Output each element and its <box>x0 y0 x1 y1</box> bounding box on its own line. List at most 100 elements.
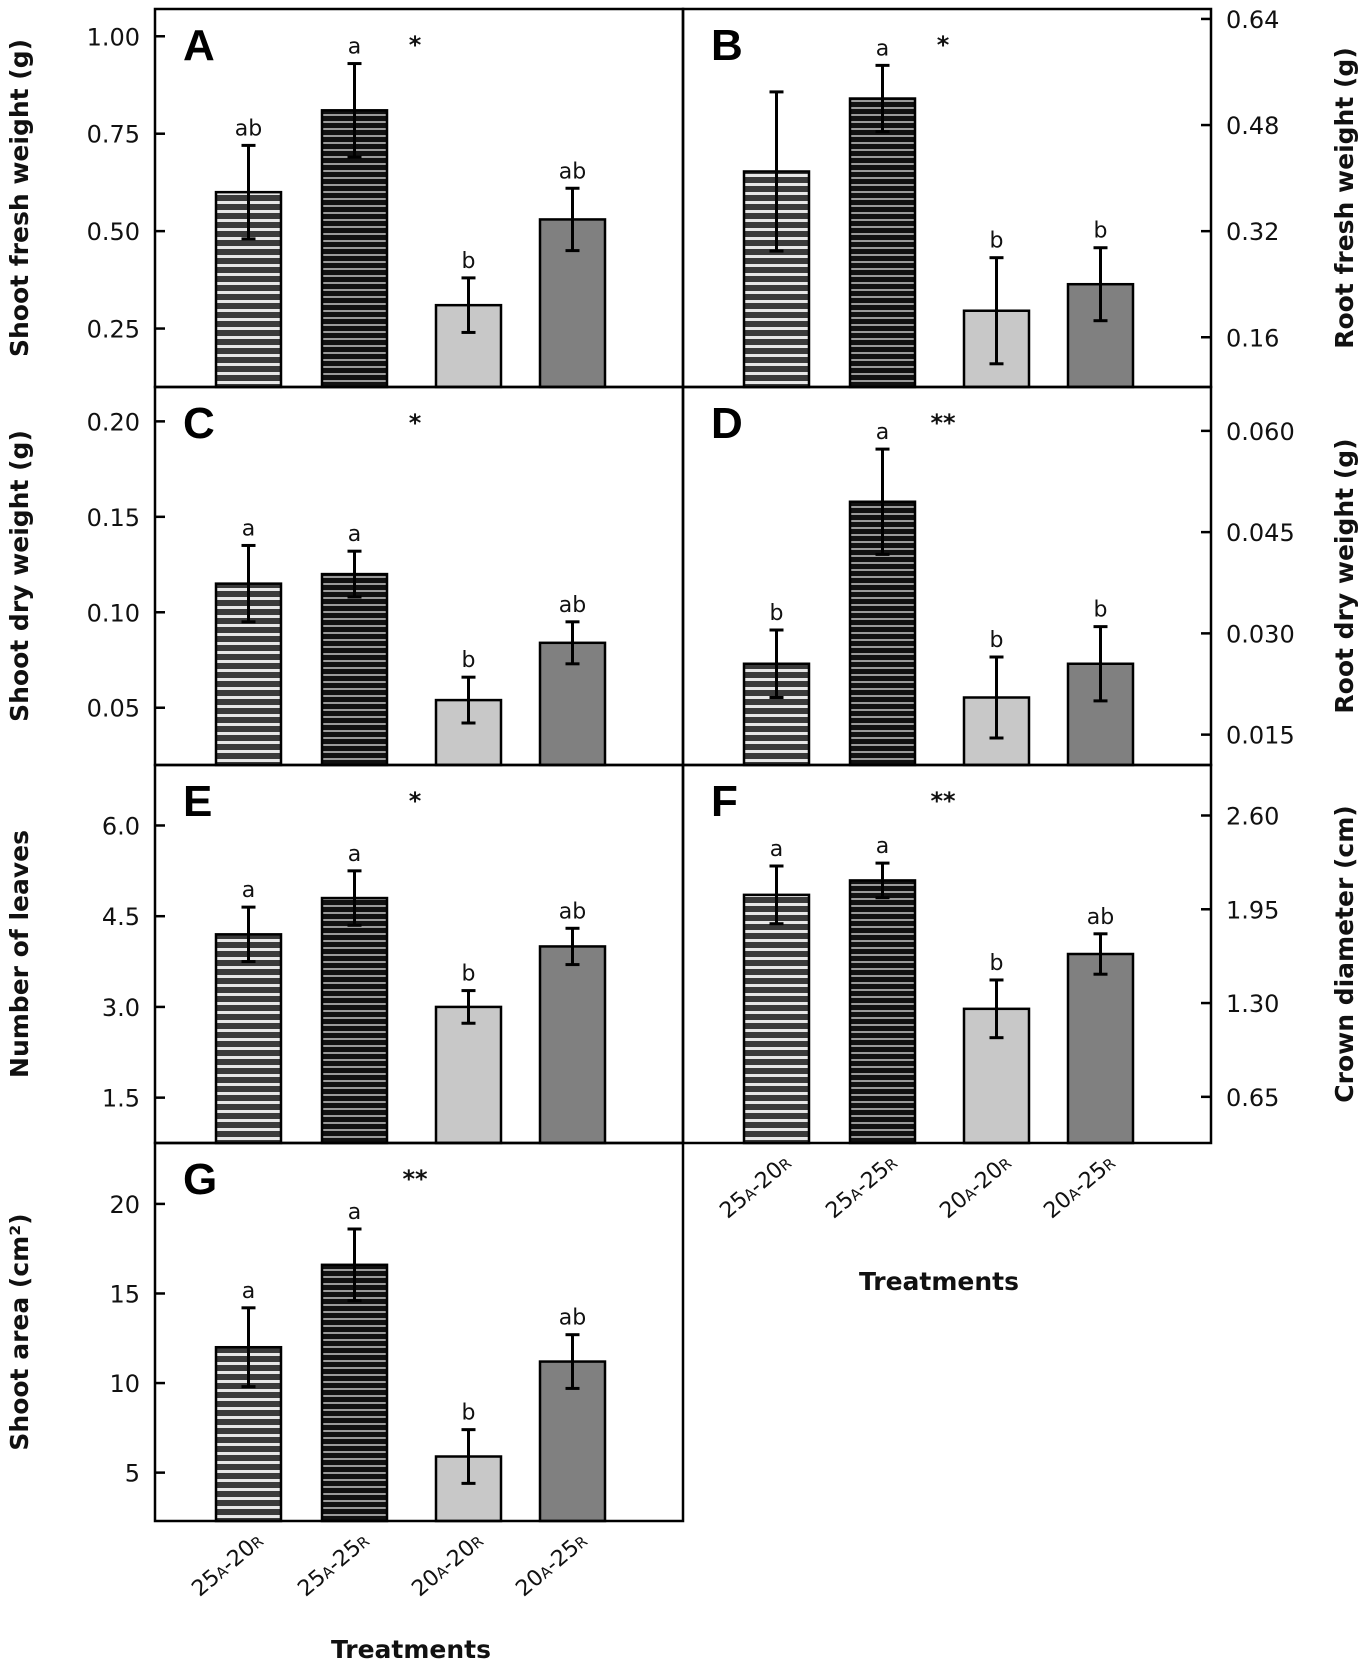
error-bar-a-4 <box>565 186 580 253</box>
group-letter-f-4: ab <box>1087 905 1114 930</box>
significance-marker-e: * <box>409 787 422 815</box>
error-bar-e-3 <box>461 989 476 1025</box>
bar-g-2 <box>320 1263 389 1523</box>
error-bar-d-2 <box>875 447 890 556</box>
group-letter-a-1: ab <box>235 116 262 141</box>
error-bar-a-1 <box>241 143 256 241</box>
y-tick-label-a-3: 0.75 <box>87 121 140 149</box>
y-tick-label-d-1: 0.015 <box>1226 722 1295 750</box>
error-bar-b-4 <box>1093 246 1108 323</box>
y-tick-label-f-4: 2.60 <box>1226 802 1279 830</box>
y-axis-title-a: Shoot fresh weight (g) <box>5 39 34 357</box>
group-letter-b-2: a <box>876 36 889 61</box>
y-axis-title-e: Number of leaves <box>5 830 34 1078</box>
x-axis-right-column: 25A-20R 25A-25R 20A-20R 20A-25R Treatments <box>715 1150 1120 1296</box>
x-tick-label-4: 20A-25R <box>511 1528 592 1602</box>
group-letter-a-2: a <box>348 35 361 60</box>
y-tick-label-f-2: 1.30 <box>1226 990 1279 1018</box>
panel-frame <box>153 1141 685 1523</box>
panel-frame <box>681 763 1213 1145</box>
x-axis-left-column: 25A-20R 25A-25R 20A-20R 20A-25R Treatments <box>187 1528 592 1664</box>
error-bar-g-3 <box>461 1428 476 1485</box>
group-letter-d-2: a <box>876 420 889 445</box>
error-bar-c-4 <box>565 620 580 666</box>
error-bar-d-4 <box>1093 625 1108 703</box>
x-tick-label-4: 20A-25R <box>1039 1150 1120 1224</box>
y-axis-title-f: Crown diameter (cm) <box>1330 805 1359 1102</box>
x-tick-label-2: 25A-25R <box>293 1528 374 1602</box>
y-tick-label-d-4: 0.060 <box>1226 418 1295 446</box>
y-tick-label-d-2: 0.030 <box>1226 620 1295 648</box>
x-axis-title: Treatments <box>859 1267 1019 1296</box>
y-tick-label-b-3: 0.48 <box>1226 112 1279 140</box>
panel-letter-d: D <box>711 399 743 448</box>
y-tick-label-e-3: 4.5 <box>102 903 140 931</box>
group-letter-g-3: b <box>462 1401 476 1426</box>
group-letter-c-1: a <box>242 516 255 541</box>
bar-f-2 <box>848 879 917 1145</box>
y-tick-label-d-3: 0.045 <box>1226 519 1295 547</box>
x-tick-label-3: 20A-20R <box>935 1150 1016 1224</box>
error-bar-d-3 <box>989 655 1004 740</box>
error-bar-d-1 <box>769 628 784 699</box>
y-tick-label-b-4: 0.64 <box>1226 6 1279 34</box>
group-letter-d-3: b <box>990 628 1004 653</box>
error-bar-c-2 <box>347 549 362 599</box>
group-letter-a-4: ab <box>559 159 586 184</box>
error-bar-a-2 <box>347 62 362 159</box>
panel-letter-e: E <box>183 777 212 826</box>
error-bar-f-3 <box>989 978 1004 1040</box>
y-axis-title-c: Shoot dry weight (g) <box>5 430 34 722</box>
bar-f-1 <box>742 893 811 1145</box>
significance-marker-g: ** <box>402 1165 428 1193</box>
significance-marker-c: * <box>409 409 422 437</box>
group-letter-g-1: a <box>242 1279 255 1304</box>
error-bar-f-1 <box>769 864 784 926</box>
y-tick-label-g-1: 5 <box>125 1460 140 1488</box>
y-axis-title-d: Root dry weight (g) <box>1330 438 1359 713</box>
y-tick-label-c-1: 0.05 <box>87 695 140 723</box>
bar-e-4 <box>538 945 607 1145</box>
error-bar-a-3 <box>461 276 476 334</box>
group-letter-f-3: b <box>990 951 1004 976</box>
x-tick-label-1: 25A-20R <box>715 1150 796 1224</box>
group-letter-b-3: b <box>990 229 1004 254</box>
error-bar-g-1 <box>241 1306 256 1389</box>
y-tick-label-f-1: 0.65 <box>1226 1084 1279 1112</box>
group-letter-a-3: b <box>462 249 476 274</box>
error-bar-e-1 <box>241 905 256 964</box>
panel-d: b a b b 0.015 0.030 0.045 0.060 Root dry weight … <box>681 385 1359 767</box>
group-letter-e-4: ab <box>559 899 586 924</box>
panel-letter-f: F <box>711 777 738 826</box>
y-tick-label-g-2: 10 <box>109 1370 140 1398</box>
group-letter-d-4: b <box>1094 598 1108 623</box>
error-bar-c-1 <box>241 543 256 624</box>
significance-marker-d: ** <box>930 409 956 437</box>
error-bar-g-4 <box>565 1333 580 1390</box>
y-tick-label-a-2: 0.50 <box>87 218 140 246</box>
panel-b: a b b 0.16 0.32 0.48 0.64 Root fresh weight (g)… <box>681 6 1359 389</box>
group-letter-e-1: a <box>242 878 255 903</box>
y-tick-label-g-3: 15 <box>109 1280 140 1308</box>
bar-f-4 <box>1066 952 1135 1145</box>
y-tick-label-b-1: 0.16 <box>1226 324 1279 352</box>
y-tick-label-f-3: 1.95 <box>1226 896 1279 924</box>
y-tick-label-e-1: 1.5 <box>102 1085 140 1113</box>
group-letter-f-1: a <box>770 837 783 862</box>
significance-marker-b: * <box>937 31 950 59</box>
y-axis-title-g: Shoot area (cm²) <box>5 1213 34 1450</box>
panel-letter-a: A <box>183 21 215 70</box>
bar-e-1 <box>214 933 283 1145</box>
panel-letter-c: C <box>183 399 215 448</box>
x-tick-label-2: 25A-25R <box>821 1150 902 1224</box>
error-bar-g-2 <box>347 1227 362 1303</box>
y-tick-label-c-2: 0.10 <box>87 599 140 627</box>
bar-e-2 <box>320 896 389 1145</box>
group-letter-c-4: ab <box>559 593 586 618</box>
